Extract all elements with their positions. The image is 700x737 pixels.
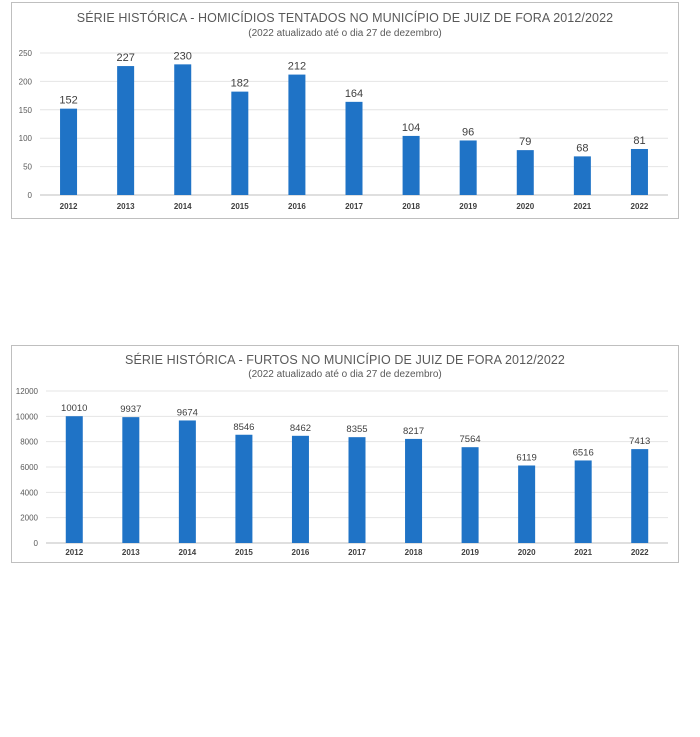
bar-2022	[631, 449, 649, 543]
y-tick-label: 8000	[20, 438, 38, 447]
bar-2019	[461, 447, 479, 543]
data-label: 8355	[346, 424, 367, 435]
chart-subtitle: (2022 atualizado até o dia 27 de dezembr…	[248, 369, 442, 380]
x-tick-label: 2012	[60, 202, 78, 211]
y-tick-label: 200	[19, 77, 33, 86]
x-tick-label: 2014	[174, 202, 192, 211]
bar-chart-furtos: 0 2000 4000 6000 8000 10000 12000 10010 2012 9937…	[16, 387, 668, 557]
x-tick-label: 2020	[516, 202, 534, 211]
bar-2017	[348, 437, 366, 543]
bar-2016	[288, 74, 306, 195]
bar-2019	[459, 140, 477, 195]
y-tick-label: 12000	[16, 387, 39, 396]
data-label: 10010	[61, 403, 87, 414]
data-label: 6119	[516, 452, 536, 463]
bar-2017	[345, 101, 363, 195]
data-label: 164	[345, 88, 363, 100]
data-label: 81	[633, 135, 645, 147]
bar-chart-homicidios: 0 50 100 150 200 250 152 2012 227 2013 230 2014 182 2…	[19, 49, 668, 211]
bar-2016	[291, 435, 309, 543]
bar-2012	[65, 416, 83, 543]
data-label: 68	[576, 142, 588, 154]
y-tick-label: 100	[19, 134, 33, 143]
x-tick-label: 2013	[117, 202, 135, 211]
y-tick-label: 250	[19, 49, 33, 58]
data-label: 96	[462, 126, 474, 138]
chart-subtitle: (2022 atualizado até o dia 27 de dezembr…	[248, 28, 442, 39]
data-label: 182	[231, 78, 249, 90]
data-label: 7413	[629, 436, 650, 447]
y-tick-label: 150	[19, 106, 33, 115]
data-label: 227	[116, 52, 134, 64]
data-label: 8462	[290, 423, 311, 434]
bar-2013	[117, 66, 135, 195]
data-label: 6516	[573, 447, 594, 458]
bar-2020	[516, 150, 534, 195]
x-tick-label: 2016	[288, 202, 306, 211]
x-tick-label: 2014	[178, 548, 196, 557]
data-label: 230	[174, 50, 192, 62]
x-tick-label: 2017	[345, 202, 363, 211]
bar-2015	[235, 434, 253, 543]
data-label: 7564	[460, 434, 481, 445]
x-tick-label: 2013	[122, 548, 140, 557]
bar-2012	[60, 108, 78, 195]
x-tick-label: 2020	[518, 548, 536, 557]
data-label: 212	[288, 61, 306, 73]
data-label: 8217	[403, 426, 424, 437]
x-tick-label: 2019	[459, 202, 477, 211]
y-tick-label: 6000	[20, 463, 38, 472]
data-label: 79	[519, 136, 531, 148]
x-tick-label: 2022	[631, 202, 649, 211]
y-tick-label: 0	[28, 191, 33, 200]
bar-2013	[122, 417, 140, 543]
x-tick-label: 2017	[348, 548, 366, 557]
bar-2018	[405, 438, 423, 543]
x-tick-label: 2015	[235, 548, 253, 557]
data-label: 9937	[120, 404, 141, 415]
data-label: 9674	[177, 407, 198, 418]
chart-title: SÉRIE HISTÓRICA - HOMICÍDIOS TENTADOS NO…	[76, 11, 614, 25]
y-tick-label: 10000	[16, 412, 39, 421]
x-tick-label: 2015	[231, 202, 249, 211]
x-tick-label: 2012	[65, 548, 83, 557]
data-label: 152	[59, 95, 77, 107]
bar-2018	[402, 135, 420, 195]
bar-2020	[518, 465, 536, 543]
chart-title: SÉRIE HISTÓRICA - FURTOS NO MUNICÍPIO DE…	[125, 353, 565, 367]
x-tick-label: 2022	[631, 548, 649, 557]
bar-2015	[231, 91, 249, 195]
data-label: 8546	[233, 422, 254, 433]
y-tick-label: 50	[23, 163, 32, 172]
y-tick-label: 4000	[20, 488, 38, 497]
chart-panel-homicidios: SÉRIE HISTÓRICA - HOMICÍDIOS TENTADOS NO…	[11, 2, 679, 219]
x-tick-label: 2018	[405, 548, 423, 557]
data-label: 104	[402, 122, 420, 134]
bar-2021	[574, 460, 592, 543]
bar-2021	[573, 156, 591, 195]
y-tick-label: 2000	[20, 514, 38, 523]
bar-2022	[630, 148, 648, 195]
x-tick-label: 2018	[402, 202, 420, 211]
x-tick-label: 2021	[573, 202, 591, 211]
x-tick-label: 2019	[461, 548, 479, 557]
y-tick-label: 0	[34, 539, 39, 548]
bar-2014	[178, 420, 196, 543]
chart-panel-furtos: SÉRIE HISTÓRICA - FURTOS NO MUNICÍPIO DE…	[11, 345, 679, 563]
bar-2014	[174, 64, 192, 195]
x-tick-label: 2016	[292, 548, 310, 557]
x-tick-label: 2021	[574, 548, 592, 557]
